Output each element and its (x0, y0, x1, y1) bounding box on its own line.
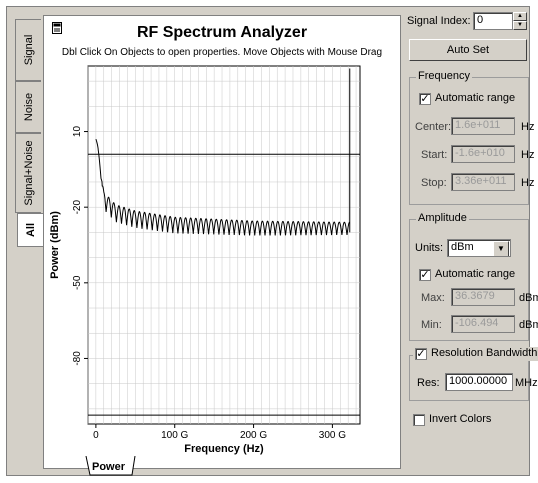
max-unit: dBm (519, 292, 538, 304)
y-tick-label: -50 (72, 275, 83, 290)
chart-title: RF Spectrum Analyzer (136, 24, 308, 41)
freq-auto-range-label: Automatic range (435, 92, 516, 104)
freq-auto-range-checkbox[interactable]: ✓ (419, 93, 431, 105)
x-tick-label: 100 G (161, 430, 188, 441)
center-input[interactable]: 1.6e+011 (451, 117, 515, 135)
signal-index-label: Signal Index: (407, 15, 471, 27)
chart-instructions: Dbl Click On Objects to open properties.… (61, 47, 383, 58)
center-label: Center: (415, 121, 452, 133)
tab-all-label: All (24, 222, 37, 238)
amp-auto-range-label: Automatic range (435, 268, 516, 280)
stop-input[interactable]: 3.36e+011 (451, 173, 515, 191)
tab-signal-noise[interactable]: Signal+Noise (15, 133, 41, 213)
frequency-group: Frequency (409, 70, 529, 205)
units-label: Units: (415, 242, 444, 254)
y-tick-label: -20 (72, 200, 83, 215)
stop-label: Stop: (421, 177, 447, 189)
units-select-value: dBm (451, 241, 474, 253)
signal-index-spinner[interactable]: ▲ ▼ (513, 12, 527, 30)
tab-signal-noise-label: Signal+Noise (22, 140, 35, 206)
y-axis-label: Power (dBm) (49, 211, 61, 279)
resolution-group-header: ✓ Resolution Bandwidth (413, 347, 538, 361)
tab-power[interactable]: Power (84, 456, 136, 476)
chart-panel: RF Spectrum Analyzer Dbl Click On Object… (43, 15, 402, 476)
min-unit: dBm (519, 319, 538, 331)
tab-noise[interactable]: Noise (15, 81, 41, 133)
spin-down-icon[interactable]: ▼ (513, 21, 527, 30)
spectrum-plot[interactable]: 0 100 G 200 G 300 G 10 -20 -50 -80 Frequency (Hz… (44, 16, 402, 470)
spectrum-trace (95, 138, 351, 236)
auto-set-button[interactable]: Auto Set (409, 39, 527, 61)
signal-index-input[interactable]: 0 (473, 12, 513, 30)
y-tick-label: 10 (72, 126, 83, 138)
tab-all[interactable]: All (17, 213, 43, 247)
frequency-group-title: Frequency (416, 70, 472, 82)
x-tick-label: 300 G (319, 430, 346, 441)
x-tick-label: 0 (93, 430, 99, 441)
amplitude-group-title: Amplitude (416, 212, 469, 224)
amplitude-group: Amplitude (409, 212, 529, 341)
spin-up-icon[interactable]: ▲ (513, 12, 527, 21)
amp-auto-range-checkbox[interactable]: ✓ (419, 269, 431, 281)
center-unit: Hz (521, 121, 535, 133)
resolution-checkbox[interactable]: ✓ (415, 348, 427, 360)
tab-power-label: Power (92, 461, 126, 473)
start-unit: Hz (521, 149, 535, 161)
app-window: Signal Noise Signal+Noise All RF Spectru… (6, 6, 538, 476)
min-input[interactable]: -106.494 (451, 315, 515, 333)
start-input[interactable]: -1.6e+010 (451, 145, 515, 163)
resolution-label: Resolution Bandwidth (431, 347, 538, 359)
tab-signal[interactable]: Signal (15, 19, 41, 81)
res-label: Res: (417, 377, 440, 389)
start-label: Start: (421, 149, 448, 161)
tab-signal-label: Signal (22, 34, 35, 66)
min-label: Min: (421, 319, 442, 331)
invert-colors-label: Invert Colors (429, 413, 492, 425)
units-select[interactable]: dBm ▼ (447, 239, 511, 257)
y-tick-label: -80 (72, 351, 83, 366)
tab-noise-label: Noise (22, 92, 35, 122)
x-axis-label: Frequency (Hz) (184, 443, 264, 455)
window-icon (52, 22, 62, 34)
plot-area (87, 65, 361, 425)
invert-colors-checkbox[interactable] (413, 414, 425, 426)
res-input[interactable]: 1000.00000 (445, 373, 513, 391)
max-input[interactable]: 36.3679 (451, 288, 515, 306)
stop-unit: Hz (521, 177, 535, 189)
res-unit: MHz (515, 377, 538, 389)
chevron-down-icon[interactable]: ▼ (493, 241, 509, 256)
x-tick-label: 200 G (240, 430, 267, 441)
max-label: Max: (421, 292, 445, 304)
